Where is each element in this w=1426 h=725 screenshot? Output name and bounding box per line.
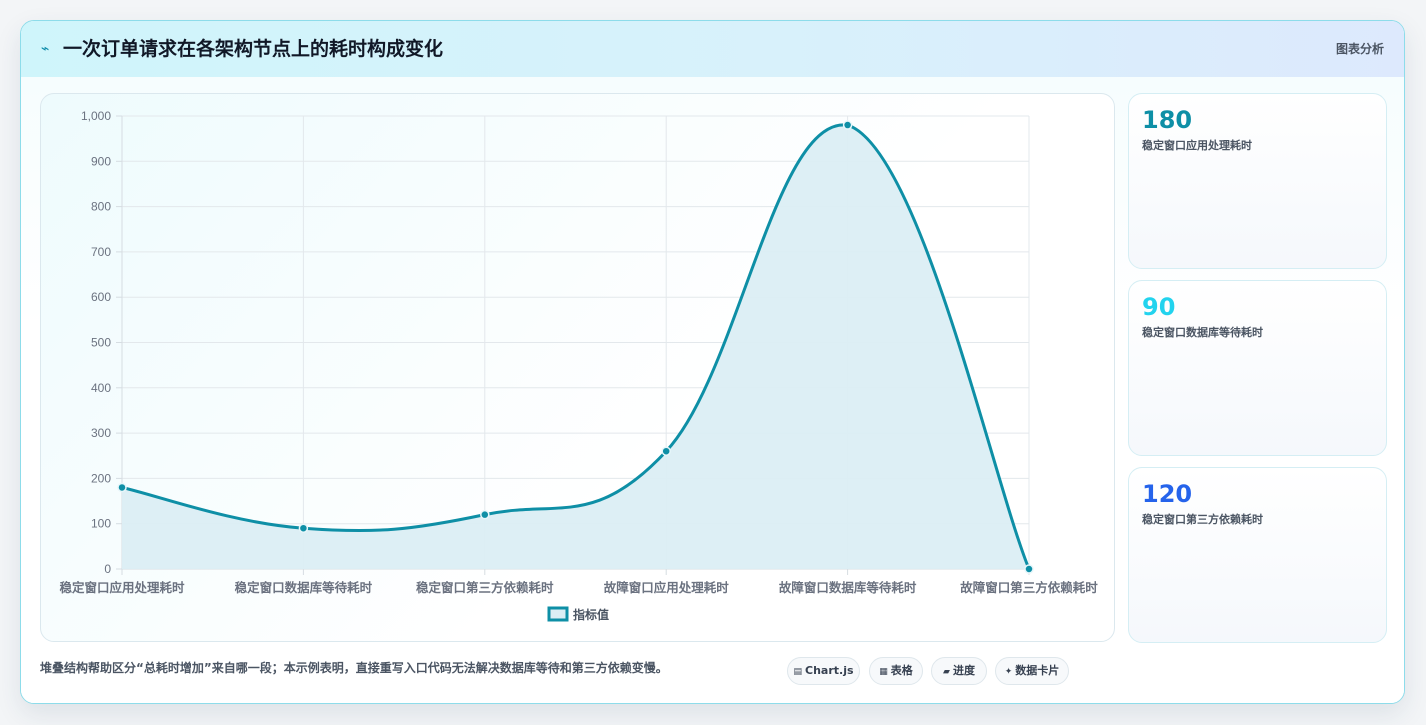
data-point xyxy=(117,482,127,493)
x-tick-label: 故障窗口第三方依赖耗时 xyxy=(960,580,1098,595)
x-tick-label: 稳定窗口应用处理耗时 xyxy=(59,580,185,595)
data-point xyxy=(1024,564,1034,574)
area-chart: 0 100 200 300 400 500 600 700 800 900 1,000 稳定窗口应用处… xyxy=(59,109,1098,622)
x-tick-label: 稳定窗口数据库等待耗时 xyxy=(235,580,373,595)
stat-label: 稳定窗口第三方依赖耗时 xyxy=(1142,513,1263,526)
progress-icon: ▰ xyxy=(943,667,950,677)
chip-chartjs[interactable]: ▤ Chart.js xyxy=(787,657,860,685)
chip-table[interactable]: ▦ 表格 xyxy=(869,657,923,685)
y-tick-label: 0 xyxy=(104,562,111,576)
series-area xyxy=(122,124,1029,569)
chip-label: 数据卡片 xyxy=(1015,664,1060,677)
stat-value: 90 xyxy=(1142,293,1176,321)
y-tick-label: 200 xyxy=(91,471,111,485)
data-point xyxy=(298,523,309,533)
stat-value: 180 xyxy=(1142,106,1193,134)
y-tick-label: 700 xyxy=(91,245,111,259)
y-tick-label: 300 xyxy=(91,426,111,440)
legend-swatch xyxy=(547,606,569,622)
chip-data-cards[interactable]: ✦ 数据卡片 xyxy=(995,657,1069,685)
chart-card: ⌁ 一次订单请求在各架构节点上的耗时构成变化 图表分析 0 100 200 300 40… xyxy=(20,20,1405,704)
pulse-icon: ⌁ xyxy=(41,41,50,57)
x-tick-label: 故障窗口数据库等待耗时 xyxy=(779,580,917,595)
card-header: ⌁ 一次订单请求在各架构节点上的耗时构成变化 图表分析 xyxy=(21,21,1404,77)
y-tick-label: 1,000 xyxy=(81,109,111,123)
table-icon: ▦ xyxy=(879,667,888,677)
x-tick-label: 故障窗口应用处理耗时 xyxy=(604,580,730,595)
stat-value: 120 xyxy=(1142,480,1193,508)
sparkle-icon: ✦ xyxy=(1004,667,1013,677)
y-tick-label: 900 xyxy=(91,154,111,168)
chart-analysis-tag: 图表分析 xyxy=(1335,42,1384,56)
page-title: 一次订单请求在各架构节点上的耗时构成变化 xyxy=(63,38,444,60)
y-tick-label: 500 xyxy=(91,336,111,350)
data-point xyxy=(661,446,671,456)
stat-label: 稳定窗口数据库等待耗时 xyxy=(1142,326,1263,339)
data-point xyxy=(480,509,490,520)
chip-label: 表格 xyxy=(890,664,913,677)
x-tick-label: 稳定窗口第三方依赖耗时 xyxy=(416,580,554,595)
stat-label: 稳定窗口应用处理耗时 xyxy=(1142,139,1252,152)
y-tick-label: 400 xyxy=(91,381,111,395)
chart-icon: ▤ xyxy=(793,667,802,677)
y-tick-label: 800 xyxy=(91,200,111,214)
stat-card-2: 90 稳定窗口数据库等待耗时 xyxy=(1128,280,1387,456)
legend-label: 指标值 xyxy=(573,607,609,622)
y-tick-label: 600 xyxy=(91,290,111,304)
stat-card-3: 120 稳定窗口第三方依赖耗时 xyxy=(1128,467,1387,643)
chip-label: 进度 xyxy=(952,664,975,677)
chart-panel: 0 100 200 300 400 500 600 700 800 900 1,000 稳定窗口应用处… xyxy=(40,93,1115,642)
chart-footnote: 堆叠结构帮助区分“总耗时增加”来自哪一段；本示例表明，直接重写入口代码无法解决数… xyxy=(40,661,668,675)
stat-card-1: 180 稳定窗口应用处理耗时 xyxy=(1128,93,1387,269)
y-tick-label: 100 xyxy=(91,517,111,531)
data-point xyxy=(842,120,853,130)
chip-label: Chart.js xyxy=(805,664,854,677)
chip-progress[interactable]: ▰ 进度 xyxy=(931,657,987,685)
